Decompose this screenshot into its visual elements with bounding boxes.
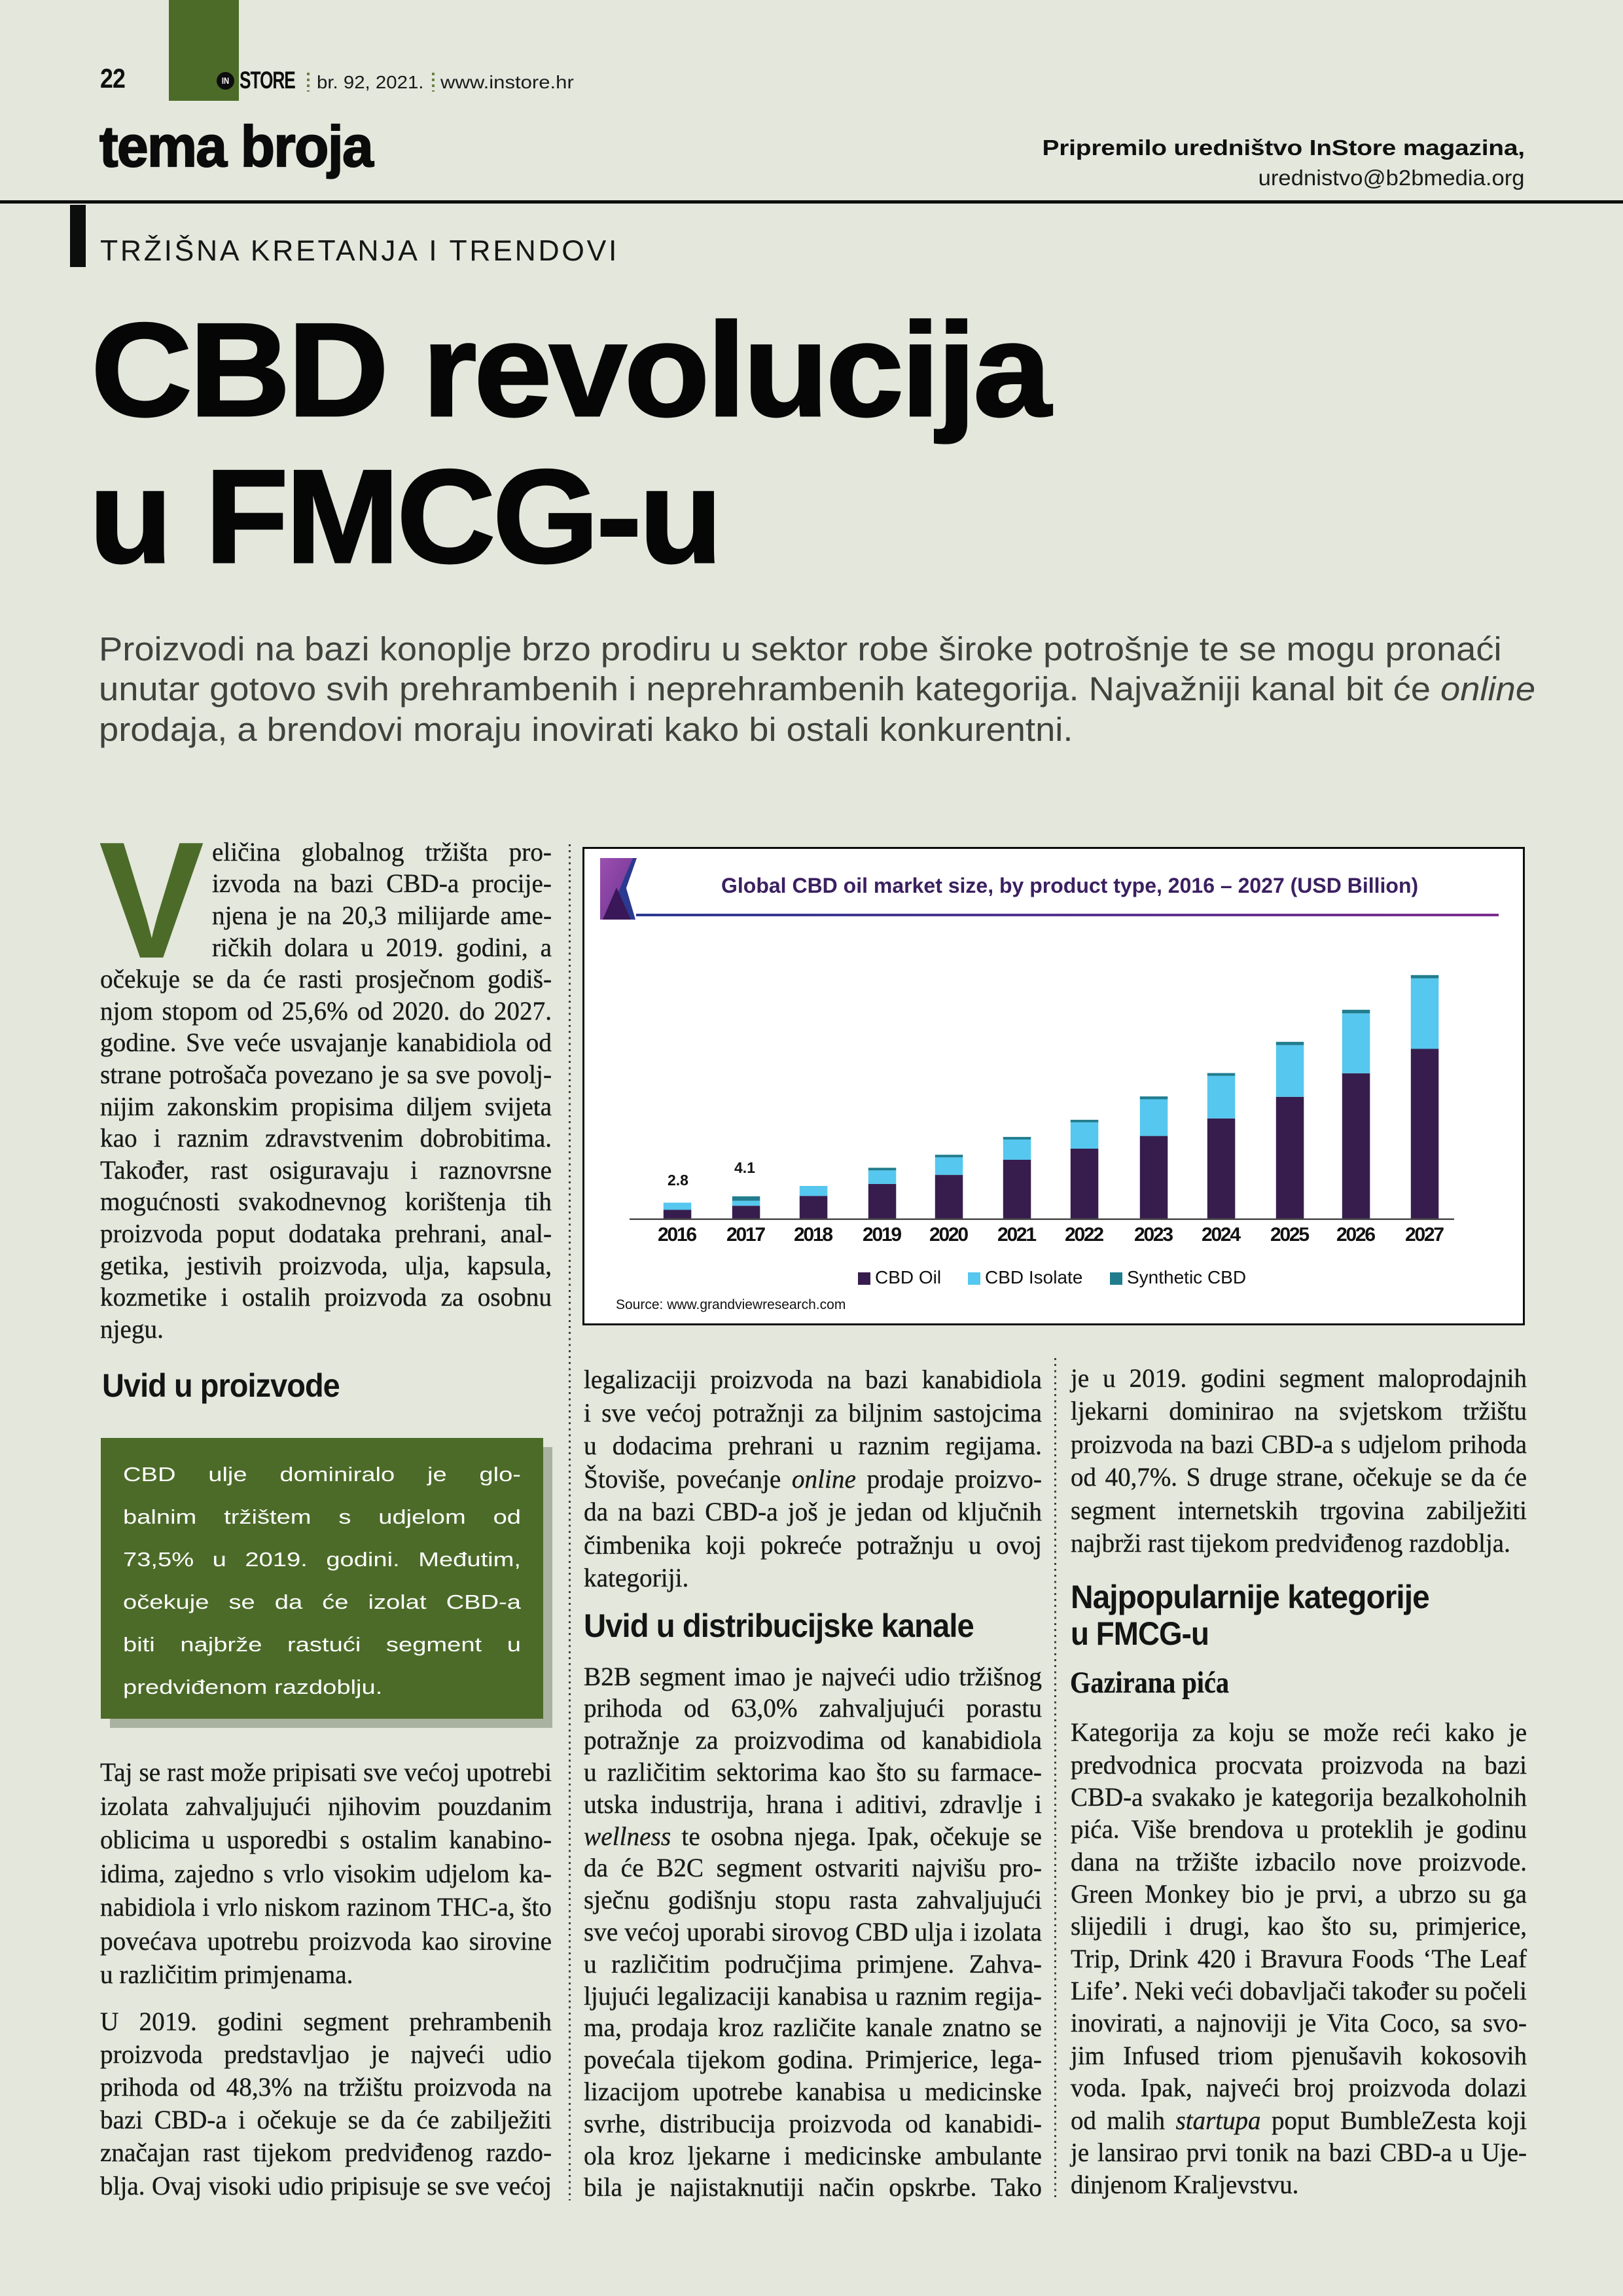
svg-text:CBD Isolate: CBD Isolate <box>985 1267 1082 1287</box>
svg-text:2020: 2020 <box>929 1224 969 1246</box>
svg-text:2021: 2021 <box>997 1224 1037 1246</box>
svg-text:2018: 2018 <box>794 1224 833 1246</box>
svg-text:2027: 2027 <box>1405 1224 1444 1246</box>
svg-text:Synthetic CBD: Synthetic CBD <box>1127 1267 1246 1287</box>
svg-text:2026: 2026 <box>1336 1224 1376 1246</box>
svg-text:CBD Oil: CBD Oil <box>875 1267 941 1287</box>
svg-text:2017: 2017 <box>726 1224 766 1246</box>
svg-text:2.8: 2.8 <box>668 1172 688 1189</box>
svg-text:Source: www.grandviewresearch.: Source: www.grandviewresearch.com <box>616 1297 846 1312</box>
svg-text:2024: 2024 <box>1202 1224 1241 1246</box>
svg-text:Global CBD oil market size, by: Global CBD oil market size, by product t… <box>721 874 1418 897</box>
svg-text:2019: 2019 <box>863 1224 902 1246</box>
svg-text:2022: 2022 <box>1065 1224 1104 1246</box>
svg-text:2023: 2023 <box>1134 1224 1173 1246</box>
svg-text:2025: 2025 <box>1270 1224 1310 1246</box>
svg-text:4.1: 4.1 <box>734 1159 755 1176</box>
svg-text:2016: 2016 <box>658 1224 697 1246</box>
